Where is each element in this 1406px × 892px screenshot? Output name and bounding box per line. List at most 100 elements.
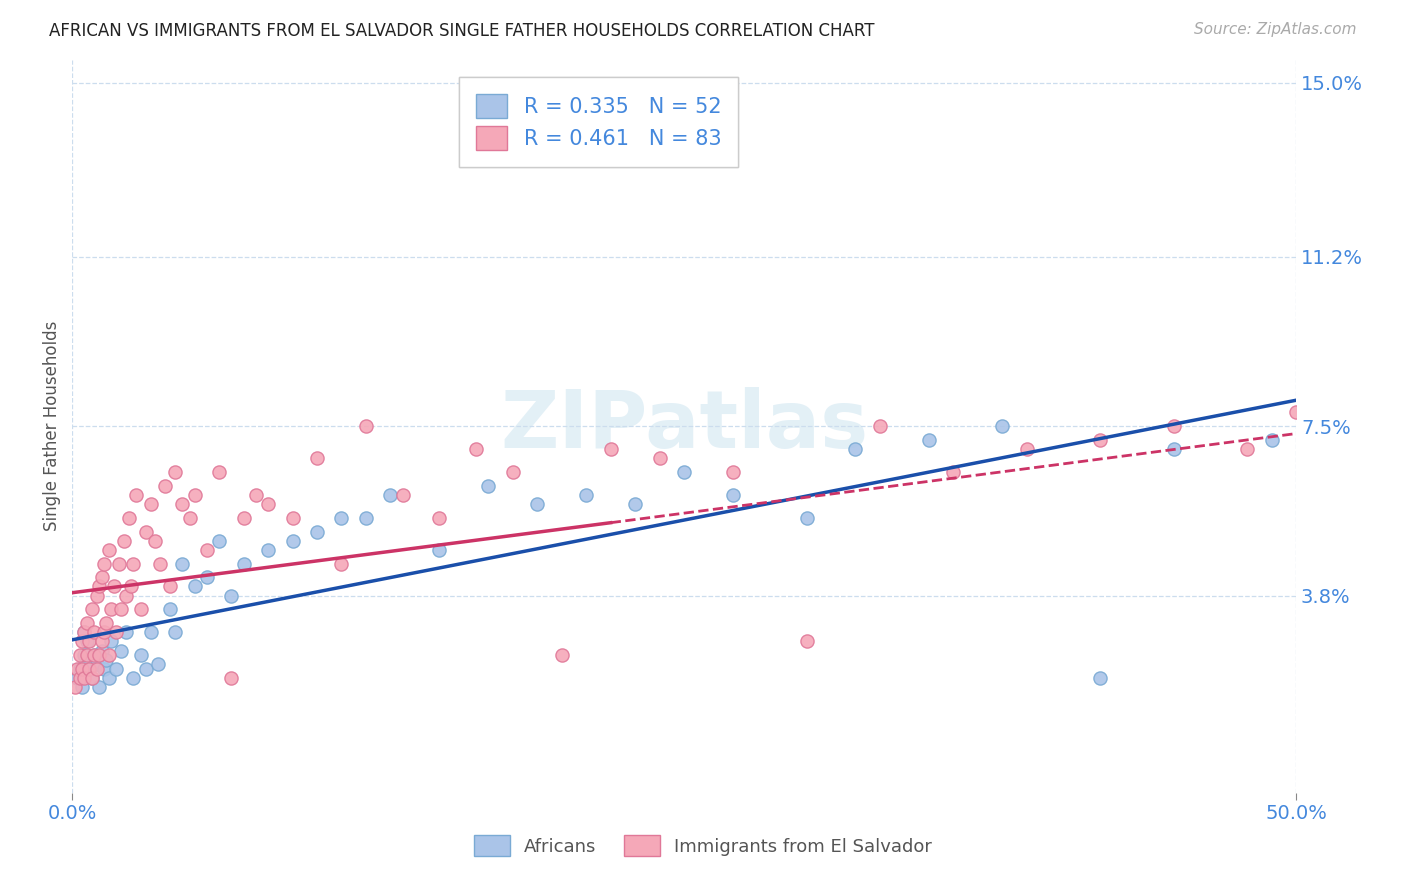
Point — [183, 580, 205, 594]
Point — [183, 488, 205, 502]
Point — [172, 497, 194, 511]
Point — [648, 451, 671, 466]
Point — [221, 671, 243, 685]
Point — [105, 625, 128, 640]
Point — [69, 671, 91, 685]
Point — [1285, 405, 1308, 419]
Point — [163, 465, 186, 479]
Point — [80, 671, 103, 685]
Point — [1015, 442, 1038, 456]
Point — [195, 542, 218, 557]
Point — [502, 465, 524, 479]
Point — [1163, 442, 1185, 456]
Point — [208, 465, 231, 479]
Point — [110, 643, 132, 657]
Point — [73, 671, 96, 685]
Point — [135, 524, 157, 539]
Point — [624, 497, 647, 511]
Point — [105, 662, 128, 676]
Point — [391, 488, 413, 502]
Point — [107, 557, 129, 571]
Point — [117, 510, 139, 524]
Point — [83, 648, 105, 663]
Point — [869, 419, 891, 434]
Text: ZIPatlas: ZIPatlas — [501, 387, 869, 465]
Point — [122, 671, 145, 685]
Point — [76, 634, 98, 648]
Point — [89, 580, 111, 594]
Point — [79, 662, 101, 676]
Point — [721, 488, 744, 502]
Point — [90, 570, 112, 584]
Point — [427, 510, 450, 524]
Point — [100, 602, 122, 616]
Point — [110, 602, 132, 616]
Point — [575, 488, 598, 502]
Point — [93, 662, 115, 676]
Point — [208, 533, 231, 548]
Point — [83, 625, 105, 640]
Point — [465, 442, 488, 456]
Point — [103, 580, 125, 594]
Point — [477, 479, 499, 493]
Point — [844, 442, 866, 456]
Point — [73, 648, 96, 663]
Point — [159, 602, 181, 616]
Point — [86, 589, 108, 603]
Point — [93, 557, 115, 571]
Point — [73, 625, 96, 640]
Point — [551, 648, 574, 663]
Point — [66, 662, 89, 676]
Point — [281, 533, 304, 548]
Point — [129, 602, 152, 616]
Point — [96, 616, 118, 631]
Point — [155, 479, 177, 493]
Point — [86, 657, 108, 672]
Point — [69, 648, 91, 663]
Point — [100, 634, 122, 648]
Point — [991, 419, 1014, 434]
Point — [90, 643, 112, 657]
Point — [115, 625, 138, 640]
Point — [149, 557, 172, 571]
Point — [76, 616, 98, 631]
Point — [97, 648, 120, 663]
Point — [90, 634, 112, 648]
Point — [63, 681, 86, 695]
Point — [79, 634, 101, 648]
Point — [257, 542, 280, 557]
Point — [1236, 442, 1258, 456]
Point — [721, 465, 744, 479]
Point — [96, 653, 118, 667]
Legend: Africans, Immigrants from El Salvador: Africans, Immigrants from El Salvador — [465, 826, 941, 865]
Point — [139, 497, 162, 511]
Point — [330, 510, 353, 524]
Point — [73, 625, 96, 640]
Point — [232, 510, 254, 524]
Point — [159, 580, 181, 594]
Point — [80, 602, 103, 616]
Point — [120, 580, 142, 594]
Point — [942, 465, 965, 479]
Point — [1090, 433, 1112, 447]
Point — [796, 634, 818, 648]
Point — [93, 625, 115, 640]
Point — [354, 419, 377, 434]
Point — [1090, 671, 1112, 685]
Point — [673, 465, 696, 479]
Point — [115, 589, 138, 603]
Text: Source: ZipAtlas.com: Source: ZipAtlas.com — [1194, 22, 1357, 37]
Point — [139, 625, 162, 640]
Point — [380, 488, 402, 502]
Point — [221, 589, 243, 603]
Point — [427, 542, 450, 557]
Point — [257, 497, 280, 511]
Point — [305, 451, 328, 466]
Point — [70, 681, 93, 695]
Point — [305, 524, 328, 539]
Point — [125, 488, 148, 502]
Point — [70, 662, 93, 676]
Point — [89, 681, 111, 695]
Legend: R = 0.335   N = 52, R = 0.461   N = 83: R = 0.335 N = 52, R = 0.461 N = 83 — [458, 78, 738, 167]
Point — [330, 557, 353, 571]
